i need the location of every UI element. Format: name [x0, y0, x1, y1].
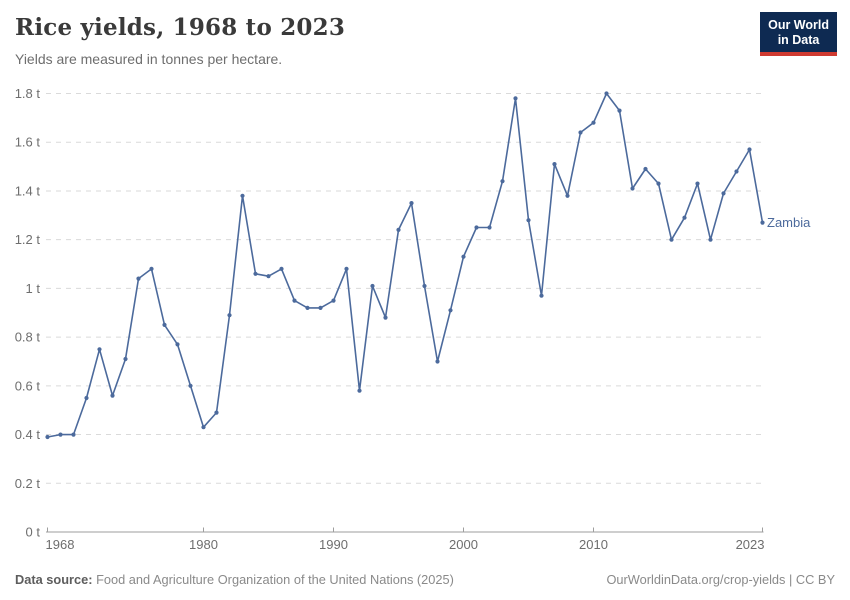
x-tick-label: 1990: [319, 537, 348, 552]
owid-logo[interactable]: Our World in Data: [760, 12, 837, 56]
y-tick-label: 1.6 t: [15, 135, 41, 150]
data-point[interactable]: [721, 191, 726, 196]
data-point[interactable]: [487, 225, 492, 230]
data-point[interactable]: [84, 395, 89, 401]
datasource-label: Data source:: [15, 571, 93, 587]
data-point[interactable]: [461, 254, 466, 259]
data-point[interactable]: [669, 237, 674, 242]
data-point[interactable]: [448, 308, 453, 313]
series-label-zambia: Zambia: [767, 215, 811, 230]
page-title: Rice yields, 1968 to 2023: [15, 14, 346, 41]
data-point[interactable]: [383, 315, 388, 320]
data-point[interactable]: [175, 342, 180, 347]
data-point[interactable]: [422, 283, 427, 289]
chart-footer: Data source: Food and Agriculture Organi…: [0, 558, 850, 600]
data-point[interactable]: [45, 434, 50, 440]
y-tick-label: 1.8 t: [15, 86, 41, 101]
y-tick-label: 0 t: [26, 525, 41, 540]
y-tick-label: 1.2 t: [15, 232, 41, 247]
data-point[interactable]: [396, 227, 401, 232]
data-point[interactable]: [474, 225, 479, 230]
data-point[interactable]: [565, 193, 570, 198]
chart-subtitle: Yields are measured in tonnes per hectar…: [15, 51, 283, 67]
data-point[interactable]: [526, 218, 531, 223]
data-point[interactable]: [578, 130, 583, 135]
x-tick-label: 1980: [189, 537, 218, 552]
y-tick-label: 1 t: [26, 281, 41, 296]
x-tick-label: 2000: [449, 537, 478, 552]
data-point[interactable]: [513, 96, 518, 101]
data-point[interactable]: [682, 215, 687, 220]
data-point[interactable]: [734, 169, 739, 174]
owid-logo-line2: in Data: [777, 33, 820, 47]
data-point[interactable]: [266, 274, 271, 279]
data-point[interactable]: [747, 147, 752, 152]
owid-logo-line1: Our World: [768, 18, 829, 32]
data-point[interactable]: [656, 181, 661, 186]
data-point[interactable]: [643, 166, 648, 172]
data-point[interactable]: [630, 186, 635, 191]
data-point[interactable]: [760, 220, 765, 225]
data-point[interactable]: [331, 298, 336, 303]
data-point[interactable]: [188, 383, 193, 388]
y-tick-label: 0.4 t: [15, 427, 41, 442]
data-point[interactable]: [305, 305, 310, 310]
data-point[interactable]: [279, 266, 284, 271]
data-point[interactable]: [240, 193, 245, 198]
y-tick-label: 0.2 t: [15, 476, 41, 491]
x-tick-label: 1968: [46, 537, 75, 552]
y-tick-label: 0.6 t: [15, 378, 41, 393]
data-point[interactable]: [409, 201, 414, 206]
datasource-text: Food and Agriculture Organization of the…: [92, 571, 454, 587]
data-point[interactable]: [253, 271, 258, 276]
data-point[interactable]: [500, 179, 505, 184]
data-point[interactable]: [344, 266, 349, 271]
data-point[interactable]: [591, 120, 596, 125]
data-point[interactable]: [435, 359, 440, 364]
x-tick-label: 2023: [736, 537, 765, 552]
y-tick-label: 0.8 t: [15, 330, 41, 345]
data-point[interactable]: [110, 393, 115, 398]
data-point[interactable]: [292, 298, 297, 303]
data-point[interactable]: [370, 283, 375, 289]
data-point[interactable]: [357, 388, 362, 393]
y-tick-label: 1.4 t: [15, 183, 41, 198]
data-point[interactable]: [214, 410, 219, 415]
data-point[interactable]: [552, 162, 557, 167]
data-point[interactable]: [201, 425, 206, 430]
data-point[interactable]: [695, 181, 700, 186]
data-point[interactable]: [123, 356, 128, 362]
data-point[interactable]: [227, 313, 232, 318]
data-point[interactable]: [539, 293, 544, 298]
data-point[interactable]: [617, 108, 622, 113]
line-chart[interactable]: 0 t 0.2 t 0.4 t 0.6 t 0.8 t 1 t 1.2 t 1.4 t 1.6 …: [0, 80, 850, 558]
x-tick-label: 2010: [579, 537, 608, 552]
credit-link[interactable]: OurWorldinData.org/crop-yields | CC BY: [606, 571, 835, 587]
datasource-note: Data source: Food and Agriculture Organi…: [15, 572, 454, 587]
data-point[interactable]: [71, 432, 76, 437]
data-point[interactable]: [604, 91, 609, 96]
data-point[interactable]: [58, 432, 63, 437]
series-line-zambia: [46, 92, 764, 438]
data-point[interactable]: [708, 237, 713, 242]
data-point[interactable]: [318, 305, 323, 310]
data-point[interactable]: [136, 276, 141, 281]
data-point[interactable]: [149, 266, 154, 271]
data-point[interactable]: [97, 347, 102, 352]
data-point[interactable]: [162, 322, 167, 327]
